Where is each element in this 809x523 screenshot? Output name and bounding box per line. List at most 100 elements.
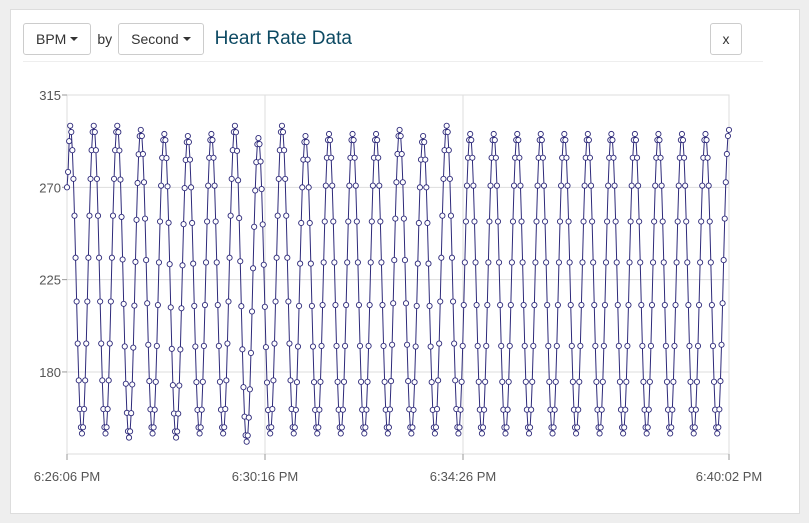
data-point — [87, 175, 94, 182]
data-point — [317, 378, 324, 385]
data-point — [208, 130, 215, 138]
data-point — [718, 341, 725, 348]
data-point — [457, 406, 464, 413]
data-point — [694, 342, 702, 349]
data-point — [550, 424, 557, 431]
data-point — [600, 342, 607, 349]
data-point — [587, 182, 595, 189]
data-point — [210, 154, 217, 161]
data-point — [592, 342, 599, 349]
data-point — [569, 378, 576, 385]
data-point — [725, 126, 733, 133]
data-point — [522, 378, 529, 385]
data-point — [200, 342, 207, 349]
data-point — [240, 384, 247, 391]
data-point — [344, 259, 351, 266]
y-tick-label: 270 — [39, 180, 61, 195]
data-point — [144, 300, 151, 307]
data-point — [703, 136, 710, 144]
data-point — [228, 175, 235, 182]
interval-dropdown[interactable]: Second — [118, 23, 204, 55]
data-point — [153, 342, 160, 349]
data-point — [363, 406, 370, 413]
data-point — [482, 378, 489, 385]
data-point — [362, 424, 369, 431]
data-point — [69, 147, 76, 154]
data-point — [436, 340, 443, 347]
data-point — [162, 137, 169, 144]
data-point — [293, 379, 300, 386]
data-point — [198, 406, 205, 413]
data-point — [243, 438, 250, 445]
data-point — [98, 340, 105, 347]
data-point — [81, 406, 88, 413]
data-point — [109, 212, 117, 219]
data-point — [387, 378, 395, 385]
data-point — [115, 129, 122, 136]
data-point — [590, 259, 597, 266]
data-point — [474, 342, 481, 349]
x-tick-label: 6:30:16 PM — [232, 469, 299, 484]
data-point — [251, 223, 258, 230]
data-point — [452, 377, 459, 384]
data-point — [413, 302, 420, 309]
data-point — [475, 378, 482, 385]
data-point — [707, 259, 714, 266]
data-point — [525, 430, 533, 437]
data-point — [626, 259, 633, 266]
data-point — [166, 261, 173, 268]
data-point — [282, 175, 289, 182]
data-point — [455, 430, 462, 437]
data-point — [509, 218, 517, 225]
data-point — [556, 218, 564, 225]
toolbar-divider — [23, 61, 763, 62]
data-point — [315, 424, 322, 431]
data-point — [468, 136, 475, 144]
data-point — [685, 301, 692, 309]
data-point — [611, 182, 618, 189]
data-point — [470, 182, 477, 189]
metric-dropdown[interactable]: BPM — [23, 23, 92, 55]
data-point — [401, 257, 409, 264]
data-point — [273, 254, 280, 261]
data-point — [450, 298, 457, 305]
data-point — [156, 218, 164, 225]
data-point — [440, 175, 447, 182]
data-point — [202, 259, 210, 266]
data-point — [65, 168, 72, 175]
data-point — [485, 259, 492, 266]
data-point — [316, 406, 323, 413]
data-point — [621, 424, 628, 431]
data-point — [150, 424, 157, 431]
data-point — [651, 218, 658, 225]
data-point — [438, 254, 445, 261]
data-point — [672, 301, 679, 309]
data-point — [554, 301, 561, 309]
data-point — [322, 182, 329, 189]
data-point — [633, 154, 641, 161]
data-point — [163, 155, 170, 162]
data-point — [404, 341, 411, 348]
data-point — [425, 260, 432, 267]
data-point — [174, 428, 181, 435]
data-point — [507, 301, 514, 309]
data-point — [297, 260, 304, 267]
close-button[interactable]: x — [710, 23, 742, 55]
data-point — [116, 147, 123, 154]
data-point — [84, 298, 91, 305]
data-point — [529, 378, 536, 385]
data-point — [669, 406, 676, 413]
data-point — [650, 259, 657, 266]
data-point — [129, 381, 136, 388]
data-point — [257, 158, 264, 165]
data-point — [178, 305, 185, 312]
data-point — [722, 179, 729, 186]
data-point — [481, 406, 488, 413]
data-point — [398, 150, 405, 158]
data-point — [577, 342, 584, 349]
data-point — [384, 430, 391, 437]
data-point — [503, 424, 510, 431]
data-point — [563, 154, 570, 161]
data-point — [146, 378, 153, 385]
data-point — [416, 184, 423, 191]
